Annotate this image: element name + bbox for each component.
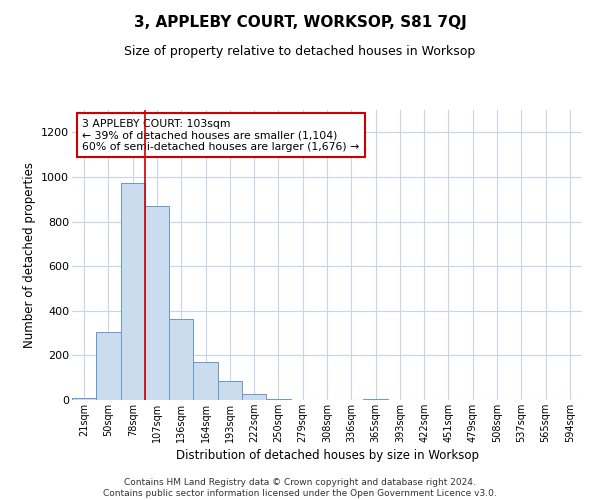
Text: 3, APPLEBY COURT, WORKSOP, S81 7QJ: 3, APPLEBY COURT, WORKSOP, S81 7QJ — [134, 15, 466, 30]
Bar — [72, 398, 96, 400]
Bar — [193, 362, 218, 400]
Bar — [145, 206, 169, 400]
Bar — [242, 394, 266, 400]
Text: Size of property relative to detached houses in Worksop: Size of property relative to detached ho… — [124, 45, 476, 58]
Bar — [169, 318, 193, 400]
X-axis label: Distribution of detached houses by size in Worksop: Distribution of detached houses by size … — [176, 449, 479, 462]
Bar — [96, 332, 121, 400]
Bar — [266, 399, 290, 400]
Text: 3 APPLEBY COURT: 103sqm
← 39% of detached houses are smaller (1,104)
60% of semi: 3 APPLEBY COURT: 103sqm ← 39% of detache… — [82, 118, 359, 152]
Bar — [364, 399, 388, 400]
Y-axis label: Number of detached properties: Number of detached properties — [23, 162, 35, 348]
Bar — [218, 381, 242, 400]
Text: Contains HM Land Registry data © Crown copyright and database right 2024.
Contai: Contains HM Land Registry data © Crown c… — [103, 478, 497, 498]
Bar — [121, 182, 145, 400]
